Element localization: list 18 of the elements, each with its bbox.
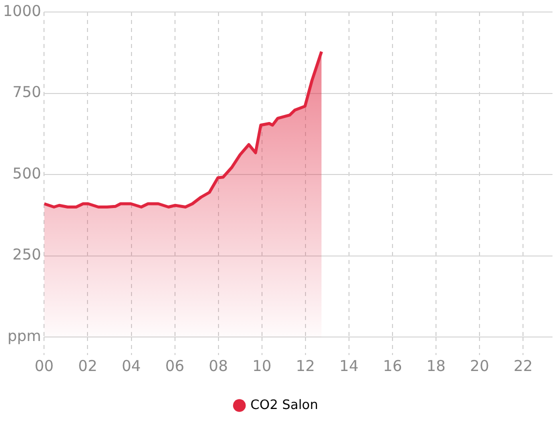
y-tick-label: 500 xyxy=(12,164,42,182)
x-tick-label: 12 xyxy=(296,356,315,375)
x-tick-label: 14 xyxy=(339,356,358,375)
x-tick-label: 20 xyxy=(470,356,490,375)
x-tick-label: 08 xyxy=(208,356,228,375)
x-tick-label: 16 xyxy=(382,356,402,375)
y-tick-label: 1000 xyxy=(2,2,42,20)
x-tick-label: 04 xyxy=(122,356,141,375)
legend-label: CO2 Salon xyxy=(250,398,318,413)
x-tick-label: 18 xyxy=(426,356,446,375)
x-tick-label: 10 xyxy=(252,356,272,375)
y-tick-label: ppm xyxy=(8,326,42,345)
y-tick-label: 250 xyxy=(12,246,42,264)
x-tick-label: 22 xyxy=(514,356,533,375)
x-tick-label: 00 xyxy=(34,356,54,375)
x-tick-label: 02 xyxy=(78,356,98,375)
y-tick-label: 750 xyxy=(12,83,42,102)
x-tick-label: 06 xyxy=(165,356,184,375)
